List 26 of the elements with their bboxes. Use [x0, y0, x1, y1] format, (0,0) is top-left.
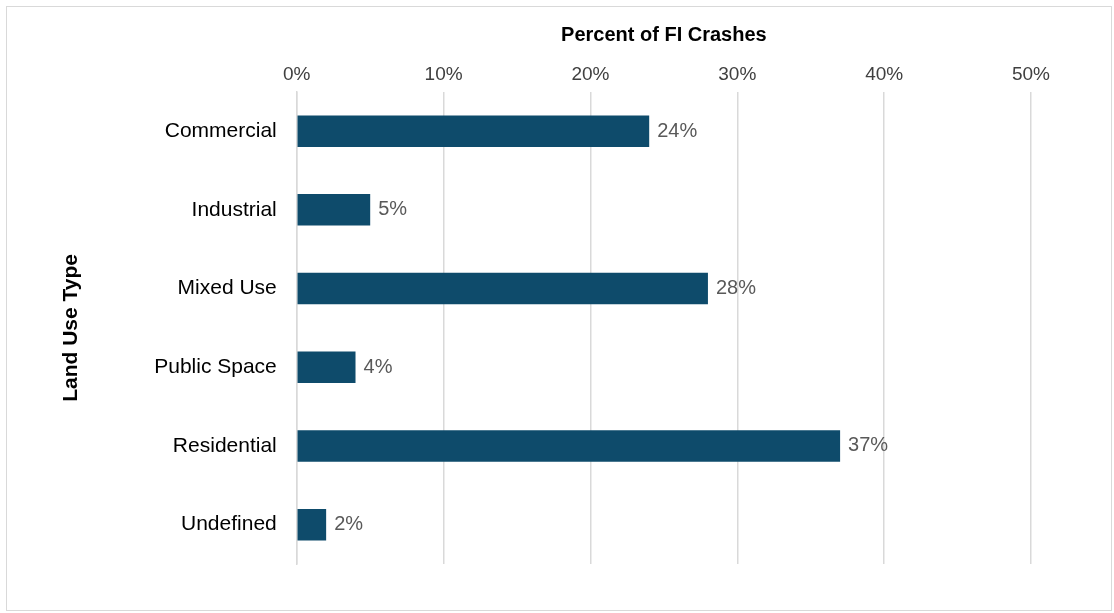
x-tick-label: 20%: [571, 62, 610, 84]
y-axis-title: Land Use Type: [58, 253, 82, 402]
bar: [297, 508, 327, 541]
data-label: 37%: [848, 433, 889, 456]
data-label: 4%: [363, 354, 393, 377]
x-tick-label: 50%: [1011, 62, 1051, 84]
y-tick-label: Residential: [172, 432, 277, 456]
bar: [297, 351, 356, 383]
y-tick-label: Industrial: [191, 196, 277, 220]
data-label: 24%: [657, 118, 698, 141]
y-tick-label: Public Space: [154, 354, 277, 378]
y-tick-label: Mixed Use: [177, 275, 277, 299]
x-axis-title: Percent of FI Crashes: [561, 22, 767, 45]
bar: [297, 115, 650, 147]
bar: [297, 272, 708, 305]
bar: [297, 194, 371, 226]
y-tick-label: Undefined: [181, 511, 277, 535]
data-label: 5%: [378, 197, 408, 220]
x-tick-label: 40%: [865, 62, 904, 84]
data-label: 28%: [715, 276, 757, 299]
bar: [297, 430, 841, 462]
data-label: 2%: [334, 512, 364, 535]
x-tick-label: 0%: [283, 62, 311, 84]
x-tick-label: 30%: [718, 62, 757, 84]
x-tick-label: 10%: [424, 62, 463, 84]
y-tick-label: Commercial: [164, 117, 277, 141]
